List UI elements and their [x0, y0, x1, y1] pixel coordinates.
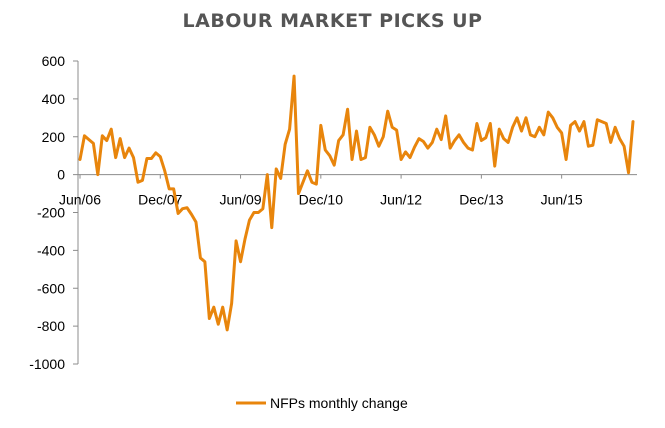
- x-tick-label: Jun/09: [220, 192, 262, 208]
- y-tick-label: -200: [37, 205, 65, 221]
- y-tick-label: -800: [37, 318, 65, 334]
- legend: NFPs monthly change: [236, 395, 408, 411]
- y-tick-label: -600: [37, 280, 65, 296]
- legend-label: NFPs monthly change: [270, 395, 408, 411]
- series-line-nfps: [78, 74, 635, 332]
- chart-title: LABOUR MARKET PICKS UP: [182, 10, 483, 32]
- x-tick-label: Jun/15: [541, 192, 583, 208]
- y-tick-label: -400: [37, 242, 65, 258]
- x-tick-label: Jun/06: [59, 192, 101, 208]
- y-tick-label: -1000: [29, 356, 65, 372]
- y-tick-label: 400: [42, 91, 66, 107]
- series-layer: [78, 74, 635, 332]
- x-tick-label: Dec/10: [299, 192, 344, 208]
- axes-layer: 600 400 200 0 -200 -400 -600 -800 -1000 Jun/06 Dec…: [29, 53, 637, 372]
- y-tick-label: 0: [57, 167, 65, 183]
- y-tick-label: 200: [42, 129, 66, 145]
- x-tick-label: Jun/12: [380, 192, 422, 208]
- y-tick-label: 600: [42, 53, 66, 69]
- x-tick-label: Dec/13: [459, 192, 504, 208]
- x-tick-label: Dec/07: [138, 192, 183, 208]
